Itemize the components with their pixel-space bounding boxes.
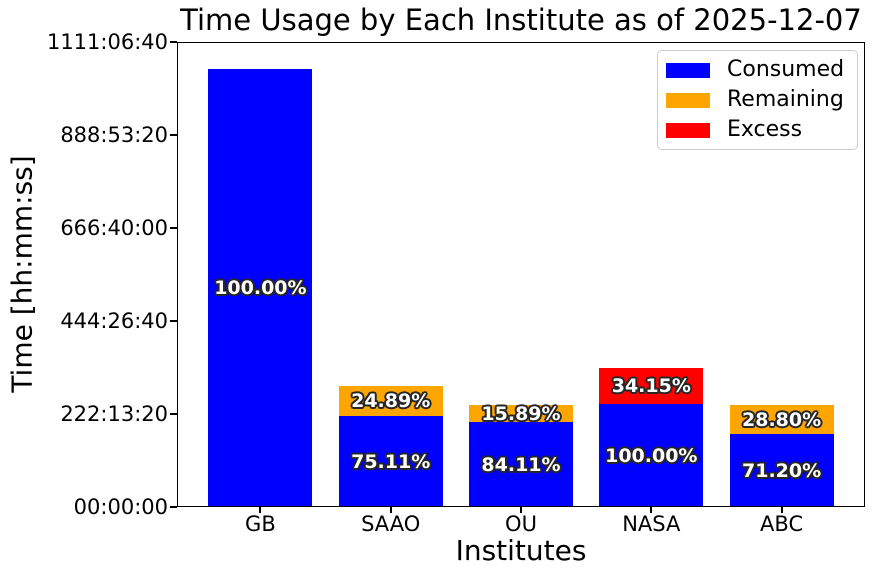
- bar-segment-excess-NASA: 34.15%: [599, 368, 704, 405]
- percent-label-consumed-ABC: 71.20%: [742, 459, 822, 482]
- x-tick-mark-NASA: [650, 507, 653, 513]
- y-tick-label-0: 00:00:00: [73, 495, 168, 519]
- legend-item-excess: Excess: [658, 118, 857, 142]
- x-tick-mark-SAAO: [389, 507, 392, 513]
- y-tick-label-4: 888:53:20: [60, 123, 168, 147]
- bar-GB: 100.00%: [208, 68, 313, 507]
- x-tick-label-OU: OU: [505, 512, 537, 536]
- x-tick-label-NASA: NASA: [622, 512, 681, 536]
- legend-item-remaining: Remaining: [658, 88, 857, 112]
- legend-swatch-consumed: [666, 62, 710, 78]
- y-tick-mark-5: [170, 41, 177, 43]
- bar-NASA: 100.00% 34.15%: [599, 368, 704, 507]
- bar-segment-remaining-ABC: 28.80%: [729, 405, 834, 434]
- bar-segment-remaining-OU: 15.89%: [469, 402, 573, 425]
- legend-label-excess: Excess: [727, 117, 803, 142]
- y-tick-mark-4: [170, 134, 177, 136]
- percent-label-consumed-OU: 84.11%: [481, 453, 561, 476]
- x-tick-label-GB: GB: [245, 512, 276, 536]
- y-tick-label-2: 444:26:40: [60, 309, 168, 333]
- chart-title: Time Usage by Each Institute as of 2025-…: [180, 3, 862, 37]
- percent-label-consumed-NASA: 100.00%: [605, 444, 698, 467]
- bar-ABC: 71.20% 28.80%: [729, 405, 834, 507]
- percent-label-remaining-SAAO: 24.89%: [351, 390, 431, 412]
- y-axis-label: Time [hh:mm:ss]: [5, 155, 39, 393]
- bar-segment-consumed-ABC: 71.20%: [729, 434, 834, 507]
- legend-label-remaining: Remaining: [727, 87, 844, 112]
- x-tick-label-SAAO: SAAO: [361, 512, 421, 536]
- legend-label-consumed: Consumed: [727, 57, 845, 82]
- y-tick-label-5: 1111:06:40: [46, 30, 168, 54]
- x-tick-mark-ABC: [780, 507, 783, 513]
- percent-label-remaining-ABC: 28.80%: [742, 408, 822, 431]
- bar-segment-remaining-SAAO: 24.89%: [338, 386, 443, 416]
- bar-OU: 84.11% 15.89%: [469, 402, 573, 507]
- legend-swatch-remaining: [666, 92, 710, 108]
- bar-segment-consumed-GB: 100.00%: [208, 68, 313, 507]
- legend: Consumed Remaining Excess: [657, 50, 858, 150]
- x-tick-label-ABC: ABC: [760, 512, 804, 536]
- bar-segment-consumed-NASA: 100.00%: [599, 404, 704, 507]
- y-tick-mark-1: [170, 413, 177, 415]
- y-tick-mark-2: [170, 320, 177, 322]
- bar-segment-consumed-SAAO: 75.11%: [338, 416, 443, 507]
- legend-swatch-excess: [666, 122, 710, 138]
- percent-label-consumed-GB: 100.00%: [214, 276, 307, 299]
- bar-segment-consumed-OU: 84.11%: [469, 422, 573, 507]
- percent-label-remaining-OU: 15.89%: [481, 402, 561, 425]
- x-tick-mark-GB: [259, 507, 262, 513]
- x-axis-label: Institutes: [455, 534, 587, 567]
- x-tick-mark-OU: [520, 507, 522, 513]
- bar-SAAO: 75.11% 24.89%: [338, 386, 443, 507]
- percent-label-excess-NASA: 34.15%: [611, 375, 691, 398]
- percent-label-consumed-SAAO: 75.11%: [351, 450, 431, 473]
- y-tick-label-1: 222:13:20: [60, 402, 168, 426]
- y-tick-label-3: 666:40:00: [60, 216, 168, 240]
- y-tick-mark-0: [170, 506, 177, 508]
- legend-item-consumed: Consumed: [658, 58, 857, 82]
- y-tick-mark-3: [170, 227, 177, 229]
